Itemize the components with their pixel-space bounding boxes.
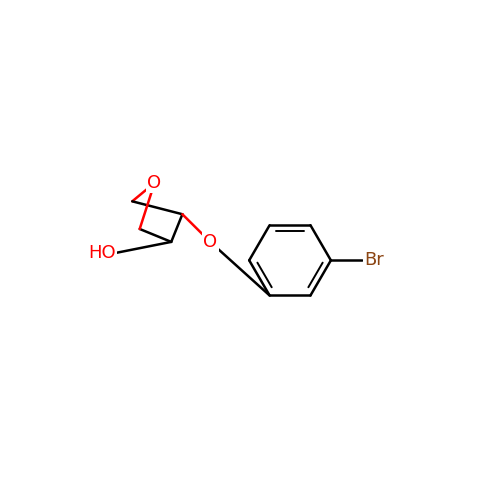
Text: Br: Br xyxy=(364,251,384,269)
Text: O: O xyxy=(148,174,161,192)
Text: HO: HO xyxy=(88,244,115,262)
Text: O: O xyxy=(203,233,217,251)
